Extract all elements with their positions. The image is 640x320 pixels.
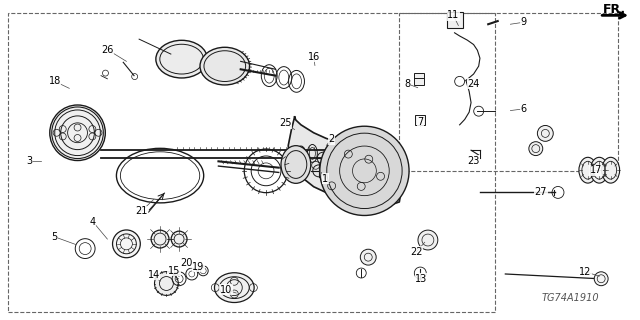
Text: 26: 26 [101, 44, 113, 55]
Bar [8, 13, 495, 312]
Ellipse shape [171, 231, 187, 247]
Circle shape [154, 272, 179, 295]
Ellipse shape [579, 157, 596, 183]
Ellipse shape [113, 230, 140, 258]
Text: TG74A1910: TG74A1910 [542, 293, 600, 303]
Text: FR.: FR. [602, 3, 625, 16]
Text: 23: 23 [467, 156, 480, 166]
Text: 3: 3 [26, 156, 33, 166]
Text: 18: 18 [49, 76, 61, 86]
Ellipse shape [590, 157, 608, 183]
Text: 2: 2 [328, 134, 335, 144]
Polygon shape [288, 117, 401, 205]
Text: 17: 17 [590, 165, 602, 175]
Ellipse shape [200, 47, 250, 85]
Circle shape [320, 126, 409, 215]
Text: 15: 15 [168, 266, 180, 276]
Ellipse shape [156, 40, 207, 78]
Text: 25: 25 [279, 118, 291, 128]
Ellipse shape [281, 146, 311, 183]
Text: 19: 19 [192, 262, 204, 272]
Text: 12: 12 [579, 267, 591, 277]
Text: 9: 9 [520, 17, 526, 27]
Bar [447, 12, 463, 28]
Circle shape [360, 249, 376, 265]
Text: 22: 22 [410, 247, 423, 257]
Text: 10: 10 [220, 285, 232, 295]
Text: 27: 27 [534, 188, 547, 197]
Ellipse shape [214, 273, 254, 302]
Circle shape [538, 125, 553, 141]
Bar [415, 115, 425, 125]
Text: 24: 24 [467, 79, 480, 89]
Bar [414, 73, 424, 84]
Text: 20: 20 [180, 258, 193, 268]
Text: 7: 7 [417, 117, 424, 127]
Circle shape [50, 105, 106, 161]
Text: 21: 21 [135, 206, 147, 216]
Text: 11: 11 [447, 10, 460, 20]
Text: 1: 1 [322, 174, 328, 184]
Text: 6: 6 [520, 104, 526, 114]
Text: 8: 8 [404, 79, 410, 89]
Text: 4: 4 [90, 217, 96, 227]
Text: 5: 5 [52, 232, 58, 242]
Text: 13: 13 [415, 274, 428, 284]
Circle shape [594, 272, 608, 286]
Ellipse shape [151, 230, 169, 248]
Ellipse shape [602, 157, 620, 183]
Circle shape [418, 230, 438, 250]
Text: 16: 16 [308, 52, 320, 62]
Circle shape [529, 142, 543, 156]
Text: 14: 14 [148, 270, 160, 280]
Bar [399, 13, 618, 171]
